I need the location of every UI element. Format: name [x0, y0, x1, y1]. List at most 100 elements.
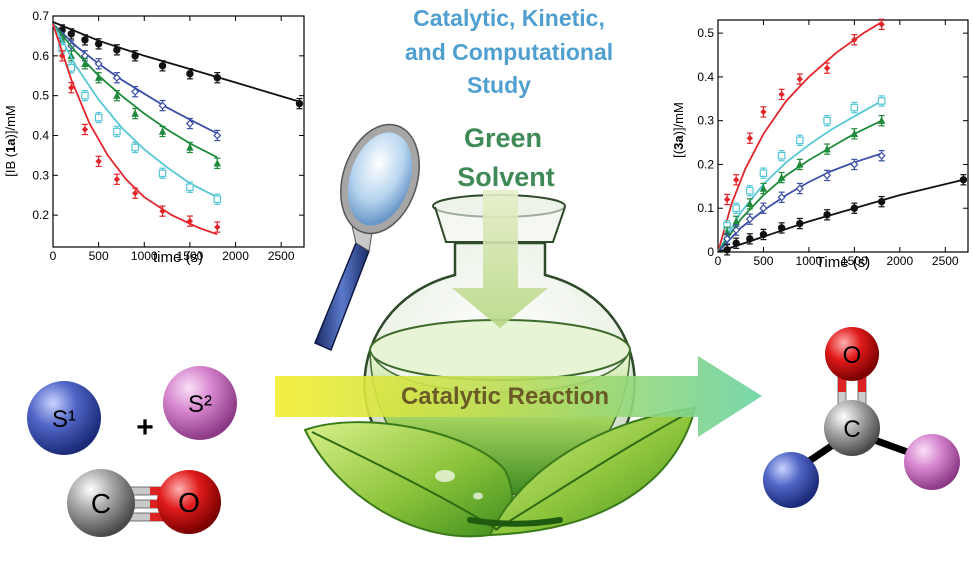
data-point [851, 36, 858, 43]
data-point [131, 190, 139, 197]
data-point [959, 176, 968, 184]
data-point [213, 195, 222, 204]
data-point [186, 217, 194, 225]
green-solvent-label: Green Solvent [457, 123, 555, 192]
y-tick-label: 0.1 [697, 201, 714, 215]
x-tick-label: 2000 [886, 254, 913, 268]
data-point [213, 131, 222, 140]
molecule-co: C O [67, 469, 221, 537]
data-point [131, 143, 139, 152]
data-point [796, 75, 804, 83]
series-fit-line [717, 119, 882, 253]
data-point [877, 116, 886, 124]
down-arrow-icon [452, 190, 548, 328]
green-solvent-line-2: Solvent [457, 162, 555, 192]
co-carbon-label: C [91, 488, 111, 519]
chart-ib-decay: 0 500 1000 1500 2000 2500 0.2 0.3 0.4 0.5 0.6 0.7 t… [3, 9, 305, 266]
data-point [732, 226, 741, 235]
y-tick-label: 0.7 [32, 9, 49, 23]
green-solvent-line-1: Green [464, 123, 542, 153]
series-fit-line [52, 23, 218, 199]
x-tick-label: 1000 [796, 254, 823, 268]
data-point [877, 197, 886, 206]
y-tick-label: 0.2 [697, 157, 714, 171]
data-point [877, 151, 886, 160]
x-tick-label: 1500 [177, 249, 204, 263]
y-tick-label: 0 [707, 245, 714, 259]
data-point [796, 160, 804, 168]
y-axis-label-prefix: [( [671, 149, 686, 158]
y-tick-label: 0.4 [697, 70, 714, 84]
y-tick-label: 0.3 [697, 114, 714, 128]
data-point [823, 211, 831, 219]
product-oxygen-label: O [843, 342, 862, 369]
x-tick-label: 2500 [932, 254, 959, 268]
data-point [760, 108, 767, 116]
x-tick-label: 2000 [222, 249, 249, 263]
data-point [113, 46, 121, 54]
data-point [94, 73, 103, 81]
data-point [878, 21, 885, 28]
reaction-arrow: Catalytic Reaction [275, 356, 762, 437]
data-point [81, 126, 89, 133]
y-axis-label-compound: 1a [3, 138, 18, 153]
data-point [777, 224, 786, 232]
data-point [81, 59, 89, 67]
data-point [67, 51, 75, 60]
y-axis-label: [(3a)]/mM [671, 102, 686, 158]
x-tick-label: 500 [89, 249, 109, 263]
data-point [777, 193, 786, 202]
data-point [131, 87, 140, 96]
s1-label: S¹ [52, 406, 76, 433]
y-tick-label: 0.5 [32, 89, 49, 103]
x-axis-label: Time (s) [816, 254, 870, 271]
data-point [746, 199, 754, 208]
data-point [94, 113, 103, 122]
data-point [186, 183, 194, 192]
data-point [131, 109, 139, 117]
data-point [850, 129, 859, 138]
y-axis-label-suffix: )]/mM [3, 105, 18, 138]
headline-line-2: and Computational [405, 39, 613, 65]
reaction-label: Catalytic Reaction [401, 383, 609, 410]
data-point [186, 70, 194, 78]
data-point [131, 52, 139, 60]
data-point [759, 169, 768, 178]
data-point [58, 52, 66, 60]
data-point [746, 186, 754, 195]
headline-line-3: Study [467, 72, 531, 98]
molecule-product: O C [763, 327, 960, 508]
data-point [745, 215, 754, 224]
y-tick-label: 0.2 [32, 208, 49, 222]
data-point [777, 173, 786, 181]
chart-3a-formation: 0 500 1000 1500 2000 2500 0 0.1 0.2 0.3 0.4 0.5 Tim… [671, 18, 969, 271]
s2-label: S² [188, 391, 212, 418]
y-tick-label: 0.6 [32, 49, 49, 63]
data-point [159, 207, 166, 215]
data-point [67, 30, 75, 38]
data-point [214, 223, 221, 231]
x-tick-label: 1000 [131, 249, 158, 263]
data-point [113, 91, 121, 99]
data-point [723, 234, 732, 243]
data-point [213, 74, 221, 82]
data-point [185, 119, 194, 128]
data-point [158, 62, 167, 70]
x-tick-label: 0 [715, 254, 722, 268]
data-point [732, 239, 740, 247]
data-point [746, 134, 754, 142]
data-point [81, 91, 89, 100]
data-point [759, 230, 768, 239]
data-point [81, 36, 89, 44]
data-point [796, 136, 804, 145]
data-point [778, 91, 785, 98]
product-carbon-label: C [843, 416, 860, 443]
data-point [68, 84, 75, 91]
data-point [823, 144, 831, 153]
x-tick-label: 0 [50, 249, 57, 263]
x-tick-label: 1500 [841, 254, 868, 268]
y-axis-label: [IB (1a)]/mM [3, 105, 18, 177]
y-tick-label: 0.4 [32, 128, 49, 142]
